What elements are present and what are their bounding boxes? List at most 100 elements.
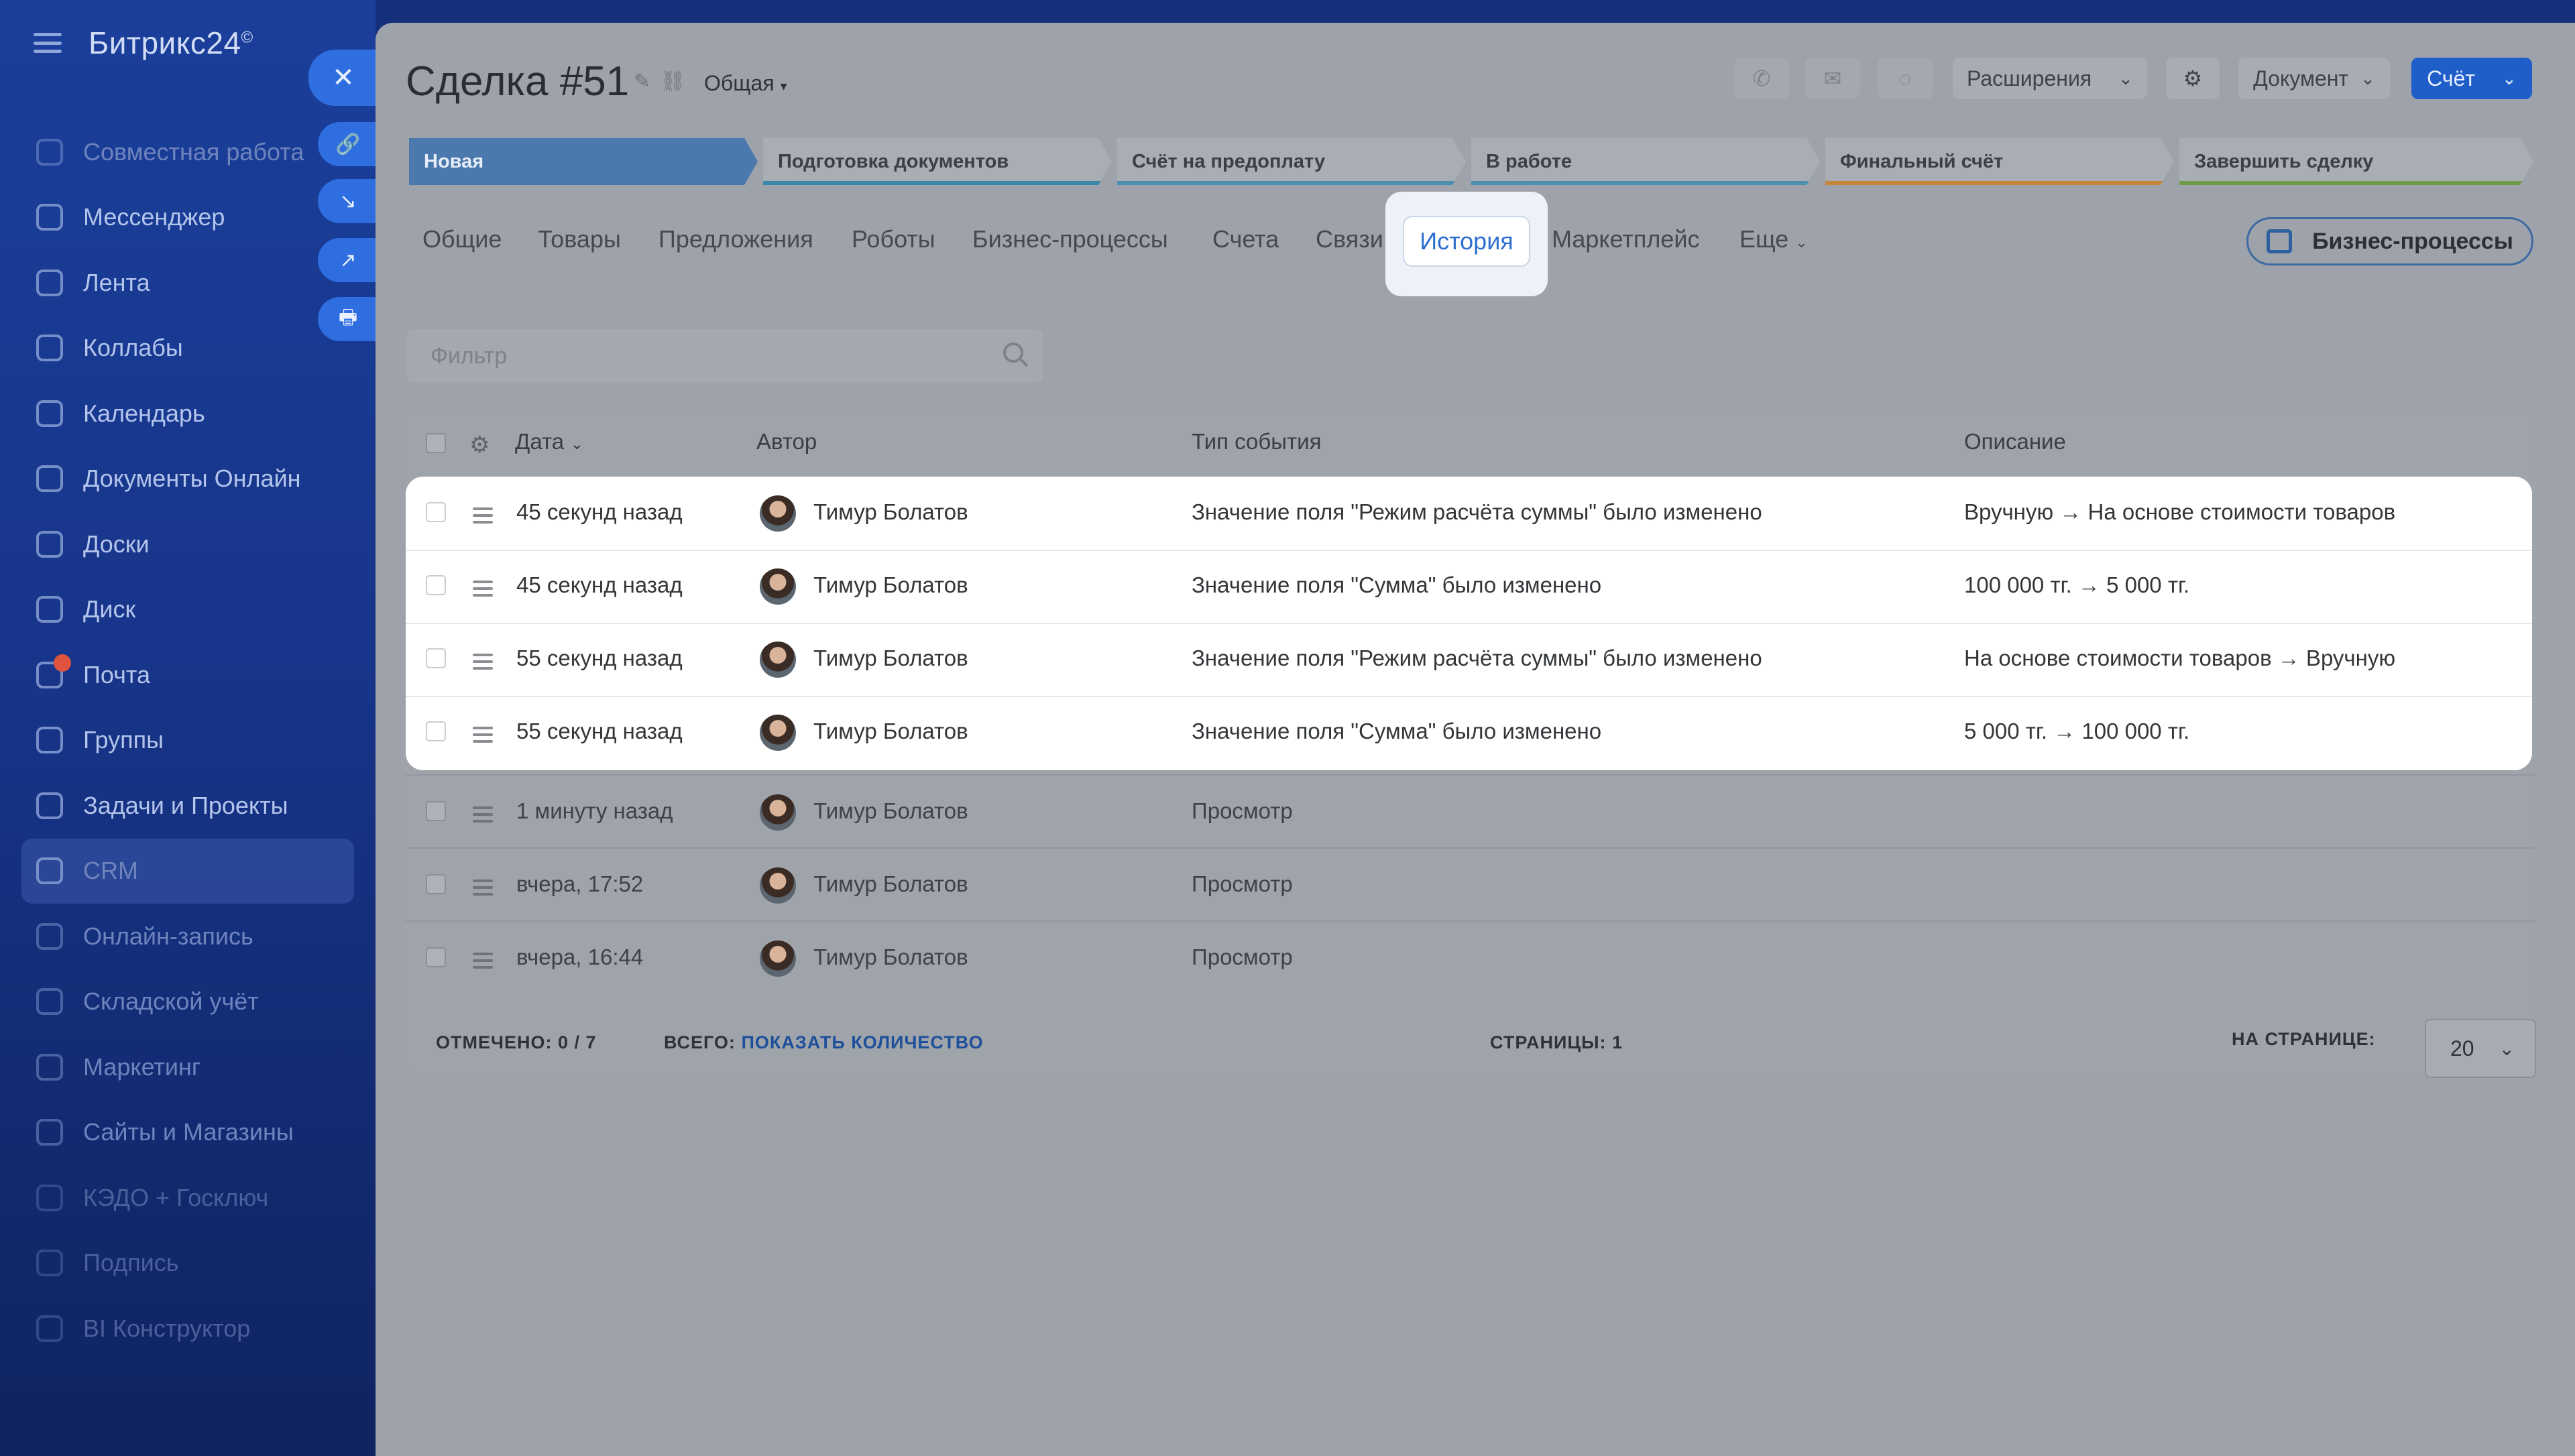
tab-links[interactable]: Связи [1316,225,1383,253]
settings-button[interactable]: ⚙ [2166,58,2220,99]
sidebar-item-collabs[interactable]: Коллабы [21,316,354,381]
row-author[interactable]: Тимур Болатов [813,719,968,743]
sidebar-item-docs[interactable]: Документы Онлайн [21,446,354,512]
search-icon[interactable] [1003,343,1023,363]
brand-name: Битрикс24 [89,25,241,60]
close-slider-button[interactable]: ✕ [308,50,378,106]
column-date[interactable]: Дата ⌄ [515,429,583,454]
stage-close-deal[interactable]: Завершить сделку [2179,138,2533,185]
drag-handle-icon[interactable] [473,727,493,747]
table-row[interactable]: 45 секунд назад Тимур Болатов Значение п… [406,550,2532,623]
table-row[interactable]: 55 секунд назад Тимур Болатов Значение п… [406,623,2532,696]
tab-robots[interactable]: Роботы [852,225,935,253]
drag-handle-icon[interactable] [473,953,493,973]
sidebar-item-marketing[interactable]: Маркетинг [21,1034,354,1100]
table-row[interactable]: 45 секунд назад Тимур Болатов Значение п… [406,477,2532,550]
row-author[interactable]: Тимур Болатов [813,499,968,524]
drag-handle-icon[interactable] [473,507,493,528]
sidebar-item-label: Лента [83,268,150,296]
chat-button[interactable]: ◌ [1878,58,1933,99]
drag-handle-icon[interactable] [473,581,493,601]
table-row[interactable]: 55 секунд назад Тимур Болатов Значение п… [406,696,2532,769]
invoice-button[interactable]: Счёт ⌄ [2411,58,2532,99]
edit-icon[interactable]: ✎ [634,70,661,93]
row-author[interactable]: Тимур Болатов [813,646,968,670]
column-event-type[interactable]: Тип события [1192,429,1322,454]
stage-new[interactable]: Новая [409,138,758,185]
brand-logo[interactable]: Битрикс24© [89,25,253,61]
row-author[interactable]: Тимур Болатов [813,945,968,969]
category-selector[interactable]: Общая ▾ [704,71,787,96]
sidebar-item-label: Почта [83,660,150,688]
sidebar-item-warehouse[interactable]: Складской учёт [21,969,354,1035]
tab-invoices[interactable]: Счета [1212,225,1279,253]
sidebar-item-mail[interactable]: Почта [21,642,354,708]
row-date: вчера, 16:44 [516,945,644,969]
row-author[interactable]: Тимур Болатов [813,871,968,896]
stage-documents[interactable]: Подготовка документов [763,138,1112,185]
email-button[interactable]: ✉ [1805,58,1860,99]
sidebar-item-label: Задачи и Проекты [83,791,288,819]
document-button[interactable]: Документ ⌄ [2238,58,2390,99]
call-button[interactable]: ✆ [1734,58,1789,99]
sidebar-item-calendar[interactable]: Календарь [21,381,354,446]
menu-icon[interactable] [34,33,62,53]
row-author[interactable]: Тимур Болатов [813,572,968,597]
drag-handle-icon[interactable] [473,879,493,900]
sidebar-item-groups[interactable]: Группы [21,708,354,774]
row-checkbox[interactable] [426,874,446,894]
sidebar-item-disk[interactable]: Диск [21,577,354,643]
link-icon[interactable]: ⛓ [660,70,695,93]
stage-in-progress[interactable]: В работе [1471,138,1820,185]
drag-handle-icon[interactable] [473,806,493,827]
tab-more[interactable]: Еще ⌄ [1739,225,1808,253]
sidebar-item-boards[interactable]: Доски [21,511,354,577]
row-checkbox[interactable] [426,801,446,821]
extensions-button[interactable]: Расширения ⌄ [1953,58,2147,99]
open-new-window-button[interactable]: ↗ [318,238,378,282]
tab-marketplace[interactable]: Маркетплейс [1552,225,1700,253]
mail-icon: ✉ [1823,66,1842,90]
tab-history[interactable]: История [1403,216,1530,267]
business-processes-button[interactable]: Бизнес-процессы [2246,217,2533,265]
drag-handle-icon[interactable] [473,654,493,674]
per-page-select[interactable]: 20 ⌄ [2425,1019,2536,1078]
stage-final-invoice[interactable]: Финальный счёт [1825,138,2174,185]
filter-input[interactable]: Фильтр [406,329,1043,383]
tab-products[interactable]: Товары [538,225,621,253]
table-row[interactable]: вчера, 17:52 Тимур Болатов Просмотр [406,847,2535,920]
sidebar-item-bi[interactable]: BI Конструктор [21,1296,354,1361]
select-all-checkbox[interactable] [426,433,446,453]
print-button[interactable]: 🖶 [318,297,378,341]
table-row[interactable]: вчера, 16:44 Тимур Болатов Просмотр [406,920,2535,993]
copy-link-button[interactable]: 🔗 [318,122,378,166]
sidebar-item-feed[interactable]: Лента [21,250,354,316]
sidebar-item-booking[interactable]: Онлайн-запись [21,904,354,969]
sidebar-item-shops[interactable]: Сайты и Магазины [21,1100,354,1166]
row-author[interactable]: Тимур Болатов [813,798,968,823]
show-count-link[interactable]: ПОКАЗАТЬ КОЛИЧЕСТВО [741,1032,984,1052]
grid-header: ⚙ Дата ⌄ Автор Тип события Описание [406,409,2535,476]
sidebar-item-crm[interactable]: CRM [21,838,354,904]
sidebar-item-tasks[interactable]: Задачи и Проекты [21,773,354,839]
sidebar-item-kedo[interactable]: КЭДО + Госключ [21,1165,354,1231]
column-description[interactable]: Описание [1964,429,2066,454]
gear-icon[interactable]: ⚙ [469,432,490,458]
row-checkbox[interactable] [426,947,446,967]
table-row[interactable]: 1 минуту назад Тимур Болатов Просмотр [406,774,2535,847]
tab-business-processes[interactable]: Бизнес-процессы [972,225,1168,253]
sidebar-item-messenger[interactable]: Мессенджер [21,185,354,251]
column-author[interactable]: Автор [756,429,817,454]
row-checkbox[interactable] [426,502,446,522]
row-checkbox[interactable] [426,575,446,595]
row-checkbox[interactable] [426,648,446,668]
chevron-down-icon: ⌄ [1795,234,1808,251]
notification-badge [54,654,71,672]
row-checkbox[interactable] [426,721,446,741]
stage-prepayment[interactable]: Счёт на предоплату [1117,138,1466,185]
sidebar-item-collab[interactable]: Совместная работа [21,119,354,185]
tab-offers[interactable]: Предложения [659,225,813,253]
tab-general[interactable]: Общие [422,225,502,253]
minimize-button[interactable]: ↘ [318,179,378,223]
sidebar-item-sign[interactable]: Подпись [21,1231,354,1296]
